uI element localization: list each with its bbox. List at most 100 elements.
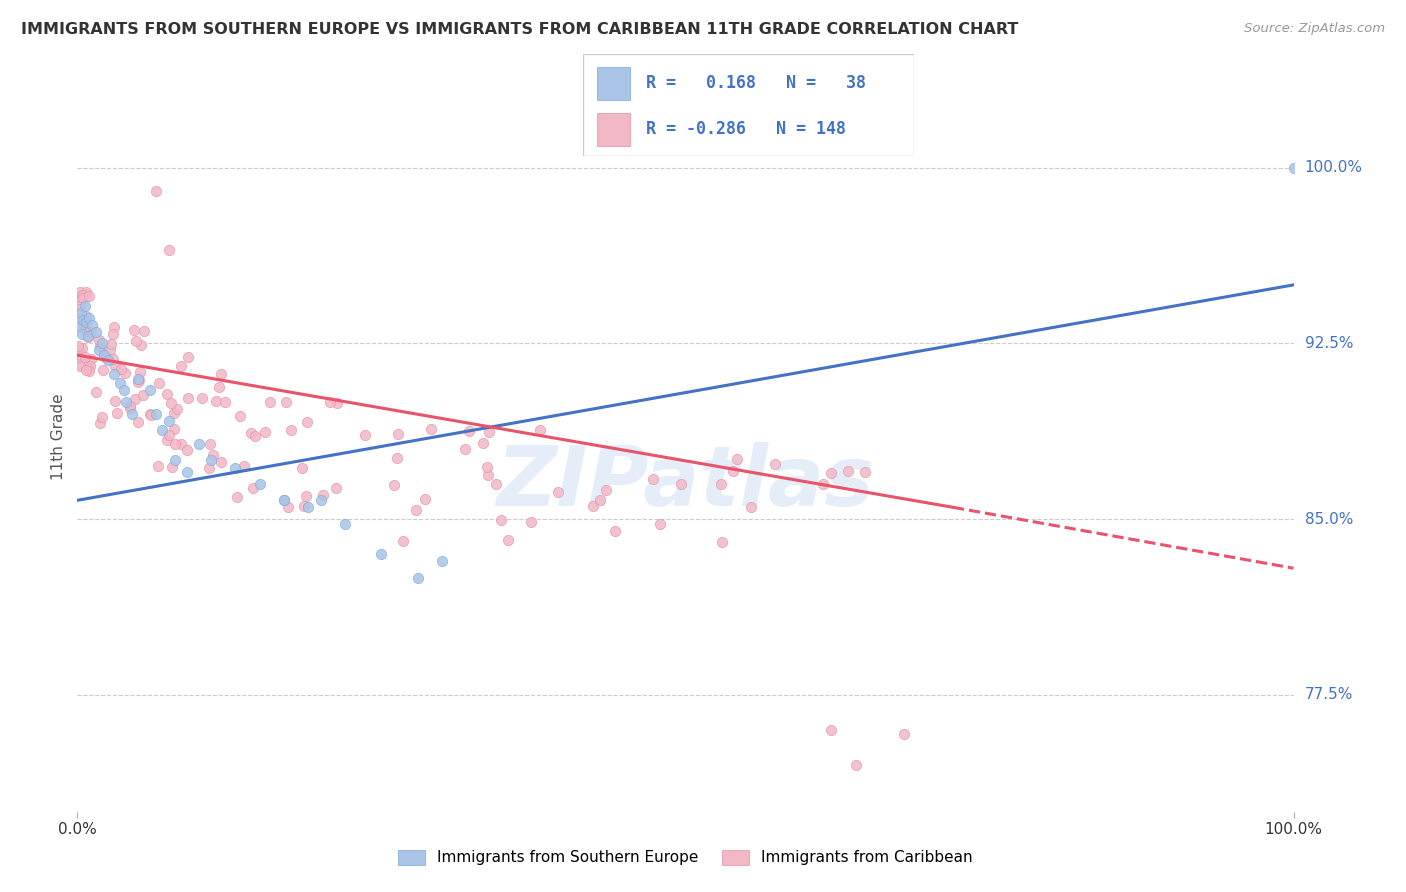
- Point: [224, 460, 246, 475]
- Point: [157, 414, 180, 428]
- Point: [242, 482, 264, 496]
- Point: [209, 368, 232, 382]
- Point: [392, 533, 415, 548]
- Point: [198, 461, 221, 475]
- Point: [170, 359, 193, 373]
- Point: [148, 459, 170, 474]
- Point: [101, 351, 124, 366]
- Point: [280, 423, 302, 437]
- Point: [725, 452, 748, 467]
- Point: [129, 338, 152, 352]
- Point: [103, 326, 125, 341]
- Point: [209, 455, 232, 469]
- Point: [103, 320, 125, 334]
- Point: [326, 396, 349, 410]
- Point: [79, 310, 101, 325]
- Point: [91, 363, 114, 377]
- Point: [70, 326, 93, 341]
- Point: [145, 184, 167, 198]
- Text: 85.0%: 85.0%: [1305, 511, 1353, 526]
- Point: [84, 385, 107, 400]
- Point: [176, 350, 198, 364]
- Point: [229, 409, 252, 423]
- Point: [420, 422, 443, 436]
- Point: [77, 329, 100, 343]
- Point: [170, 437, 193, 451]
- Point: [520, 515, 543, 529]
- Point: [69, 345, 91, 359]
- Text: R =   0.168   N =   38: R = 0.168 N = 38: [647, 74, 866, 92]
- Point: [721, 464, 744, 478]
- Point: [157, 243, 180, 257]
- Point: [129, 365, 152, 379]
- Point: [79, 359, 101, 373]
- Point: [198, 437, 221, 451]
- Point: [73, 299, 96, 313]
- Text: 92.5%: 92.5%: [1305, 336, 1353, 351]
- Point: [132, 388, 155, 402]
- Point: [740, 500, 762, 515]
- Point: [190, 391, 212, 405]
- Bar: [596, 67, 630, 100]
- Point: [454, 442, 477, 457]
- Point: [76, 330, 98, 344]
- Point: [69, 359, 91, 374]
- Point: [643, 472, 665, 486]
- Bar: [596, 113, 630, 145]
- Point: [458, 424, 481, 438]
- Point: [122, 323, 145, 337]
- Point: [90, 336, 112, 351]
- Point: [489, 512, 512, 526]
- Point: [605, 524, 627, 539]
- Point: [112, 384, 135, 398]
- Point: [188, 437, 211, 451]
- Text: 100.0%: 100.0%: [1305, 161, 1362, 176]
- Point: [162, 460, 184, 475]
- Point: [87, 333, 110, 347]
- Point: [163, 437, 186, 451]
- Point: [115, 395, 138, 409]
- Point: [67, 341, 90, 355]
- Point: [127, 371, 149, 385]
- Point: [297, 500, 319, 515]
- Point: [273, 493, 295, 508]
- Point: [249, 477, 271, 491]
- Point: [893, 727, 915, 741]
- Point: [66, 357, 89, 371]
- Point: [650, 516, 672, 531]
- Point: [309, 493, 332, 508]
- Point: [100, 343, 122, 358]
- Point: [72, 320, 94, 334]
- Point: [73, 317, 96, 331]
- Point: [176, 443, 198, 458]
- Point: [710, 476, 733, 491]
- Point: [406, 571, 429, 585]
- Point: [124, 392, 146, 406]
- Point: [75, 286, 97, 301]
- Point: [243, 429, 266, 443]
- Point: [139, 384, 162, 398]
- Point: [253, 425, 276, 439]
- Point: [72, 292, 94, 306]
- Point: [104, 359, 127, 374]
- Point: [77, 361, 100, 376]
- Point: [319, 395, 342, 409]
- Point: [93, 348, 115, 362]
- Point: [595, 483, 617, 497]
- Point: [202, 448, 225, 462]
- Point: [226, 491, 249, 505]
- Point: [89, 339, 111, 353]
- Point: [124, 334, 146, 348]
- Point: [415, 492, 437, 507]
- Text: 77.5%: 77.5%: [1305, 687, 1353, 702]
- Point: [84, 325, 107, 339]
- Point: [176, 465, 198, 479]
- Point: [273, 493, 295, 508]
- Point: [811, 476, 834, 491]
- Point: [121, 407, 143, 421]
- Point: [70, 287, 93, 301]
- Point: [333, 516, 356, 531]
- Point: [582, 499, 605, 513]
- FancyBboxPatch shape: [583, 54, 914, 156]
- Point: [820, 723, 842, 737]
